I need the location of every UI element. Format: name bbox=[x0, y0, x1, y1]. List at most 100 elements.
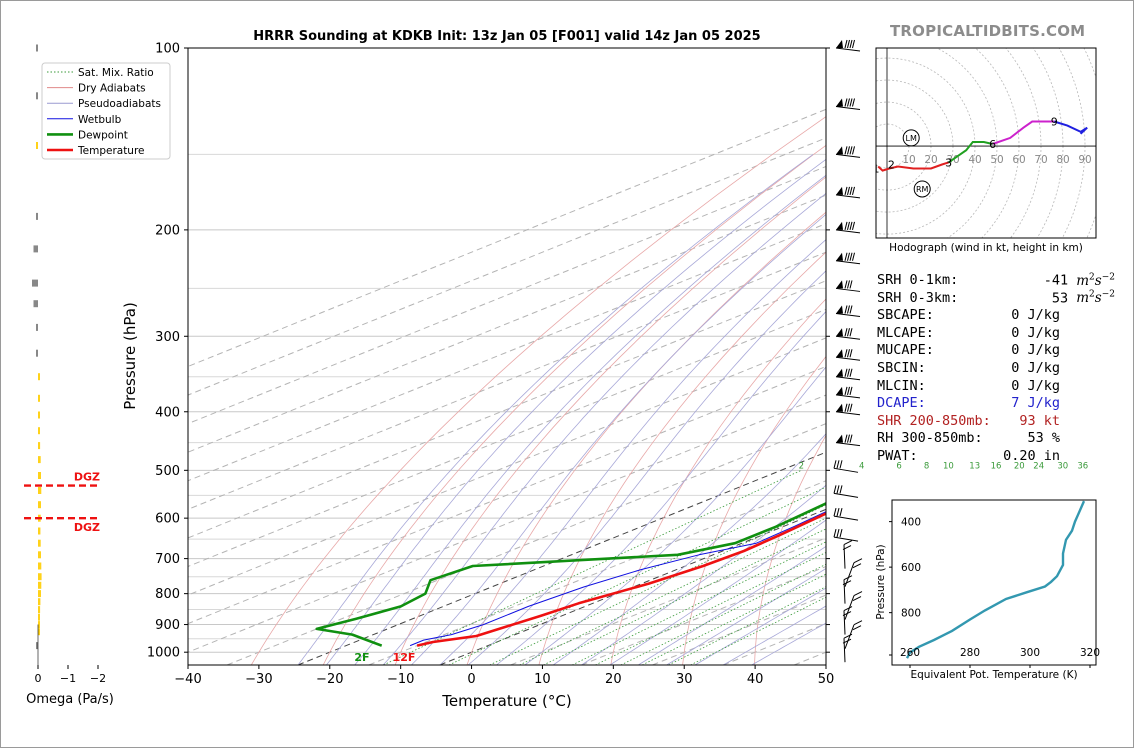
pseudoadiabat bbox=[581, 484, 826, 665]
parameter-row: SBCAPE: 0 J/kg bbox=[877, 307, 1127, 325]
pseudoadiabat bbox=[666, 568, 826, 665]
x-tick-label: −40 bbox=[174, 672, 201, 687]
omega-bar bbox=[38, 427, 40, 435]
theta-e-y-tick-label: 600 bbox=[901, 562, 921, 574]
mixing-ratio-label: 13 bbox=[969, 461, 980, 471]
legend: Sat. Mix. Ratio Dry Adiabats Pseudoadiabat… bbox=[41, 62, 171, 160]
omega-bar bbox=[38, 394, 40, 402]
mixing-ratio-label: 36 bbox=[1077, 461, 1088, 471]
hodograph-ring-label: 10 bbox=[902, 154, 915, 166]
hodograph-caption: Hodograph (wind in kt, height in km) bbox=[889, 242, 1083, 254]
parameter-row: SRH 0-3km: 53 m2s−2 bbox=[877, 290, 1127, 308]
mixing-ratio-line bbox=[668, 586, 826, 665]
omega-bar bbox=[36, 642, 38, 650]
omega-bar bbox=[38, 562, 42, 570]
wind-barb bbox=[835, 328, 861, 340]
omega-bar bbox=[38, 472, 41, 479]
parameter-label: MUCAPE: bbox=[877, 342, 934, 359]
mixing-ratio-label: 30 bbox=[1057, 461, 1068, 471]
omega-bar bbox=[38, 621, 40, 629]
theta-e-y-tick-label: 800 bbox=[901, 608, 921, 620]
omega-bar bbox=[38, 613, 40, 621]
legend-box bbox=[41, 62, 171, 160]
x-tick-label: 50 bbox=[818, 672, 835, 687]
hodograph-segment bbox=[948, 141, 993, 164]
wind-barb bbox=[842, 606, 853, 635]
surface-dewpoint-label: 2F bbox=[354, 651, 369, 664]
omega-panel: DGZ DGZ 0 −1 −2 bbox=[24, 44, 106, 685]
omega-bar bbox=[38, 539, 41, 547]
omega-bar bbox=[36, 323, 38, 331]
dgz-label: DGZ bbox=[74, 521, 100, 534]
dry-adiabat bbox=[394, 176, 826, 665]
pseudoadiabat bbox=[382, 192, 826, 665]
omega-bar bbox=[38, 442, 41, 450]
pseudoadiabat bbox=[723, 605, 826, 665]
hodograph-segment bbox=[992, 120, 1055, 145]
wind-barb bbox=[835, 403, 861, 416]
wind-barb bbox=[842, 540, 853, 569]
theta-e-plot-area bbox=[905, 500, 1086, 659]
x-tick-label: 20 bbox=[605, 672, 622, 687]
wind-barb bbox=[833, 485, 859, 498]
hodograph-ring-label: 40 bbox=[968, 154, 981, 166]
parameter-row: RH 300-850mb: 53 % bbox=[877, 430, 1127, 448]
wind-barb bbox=[835, 349, 861, 361]
parameter-value: 0.20 in bbox=[1003, 447, 1060, 464]
omega-bar bbox=[38, 606, 41, 614]
parameter-value: 0 J/kg bbox=[1011, 324, 1060, 341]
wind-barb bbox=[835, 280, 861, 292]
x-tick-label: 0 bbox=[467, 672, 475, 687]
theta-e-x-tick-label: 300 bbox=[1020, 647, 1040, 659]
dry-adiabat bbox=[754, 434, 826, 665]
wind-barb bbox=[835, 221, 861, 234]
mixing-ratio-label: 6 bbox=[896, 461, 901, 471]
theta-e-y-tick-label: 400 bbox=[901, 517, 921, 529]
y-tick-label: 1000 bbox=[147, 646, 180, 661]
y-tick-label: 700 bbox=[155, 552, 180, 567]
isotherm bbox=[188, 308, 826, 568]
omega-bar bbox=[33, 300, 38, 308]
parameter-row: MUCAPE: 0 J/kg bbox=[877, 342, 1127, 360]
storm-motion-label: LM bbox=[906, 134, 917, 143]
theta-e-y-axis-label: Pressure (hPa) bbox=[875, 544, 887, 619]
wind-barb bbox=[835, 368, 861, 381]
y-tick-label: 400 bbox=[155, 405, 180, 420]
hodograph-ring-label: 90 bbox=[1078, 154, 1091, 166]
mixing-ratio-line bbox=[543, 528, 826, 665]
isotherm bbox=[188, 251, 826, 510]
parameter-label: PWAT: bbox=[877, 447, 918, 464]
parameter-unit: m2s−2 bbox=[1076, 289, 1115, 307]
omega-bar bbox=[38, 573, 42, 581]
wind-barb bbox=[835, 305, 861, 317]
y-tick-label: 600 bbox=[155, 512, 180, 527]
wetbulb-profile bbox=[409, 511, 826, 647]
mixing-ratio-label: 24 bbox=[1033, 461, 1044, 471]
dry-adiabat bbox=[610, 298, 826, 665]
pseudoadiabat bbox=[552, 433, 826, 665]
wind-barbs bbox=[833, 39, 863, 663]
mixing-ratio-line bbox=[571, 541, 826, 665]
isotherm bbox=[188, 394, 826, 653]
parameter-label: SRH 0-3km: bbox=[877, 289, 959, 306]
omega-bar bbox=[36, 142, 38, 149]
x-tick-label: 10 bbox=[534, 672, 551, 687]
y-tick-label: 200 bbox=[155, 223, 180, 238]
pseudoadiabat bbox=[297, 154, 814, 665]
parameter-label: MLCIN: bbox=[877, 377, 926, 394]
dry-adiabat bbox=[322, 144, 826, 665]
parameter-row: DCAPE: 7 J/kg bbox=[877, 395, 1127, 413]
hodograph-height-label: 6 bbox=[989, 138, 996, 151]
omega-bar bbox=[38, 501, 41, 509]
parameter-number: 53 bbox=[1051, 290, 1077, 307]
skewt-x-axis-label: Temperature (°C) bbox=[441, 692, 571, 710]
brand-watermark: TROPICALTIDBITS.COM bbox=[890, 22, 1086, 40]
omega-bar bbox=[38, 487, 42, 494]
theta-e-x-tick-label: 260 bbox=[900, 647, 920, 659]
mixing-ratio-labels: 2 4 6 8 10 13 16 20 24 30 36 bbox=[799, 461, 1089, 471]
wind-barb bbox=[835, 252, 861, 265]
theta-e-x-tick-label: 320 bbox=[1080, 647, 1100, 659]
omega-bar bbox=[38, 411, 40, 419]
omega-bar bbox=[36, 92, 38, 100]
wind-barb bbox=[842, 575, 853, 604]
